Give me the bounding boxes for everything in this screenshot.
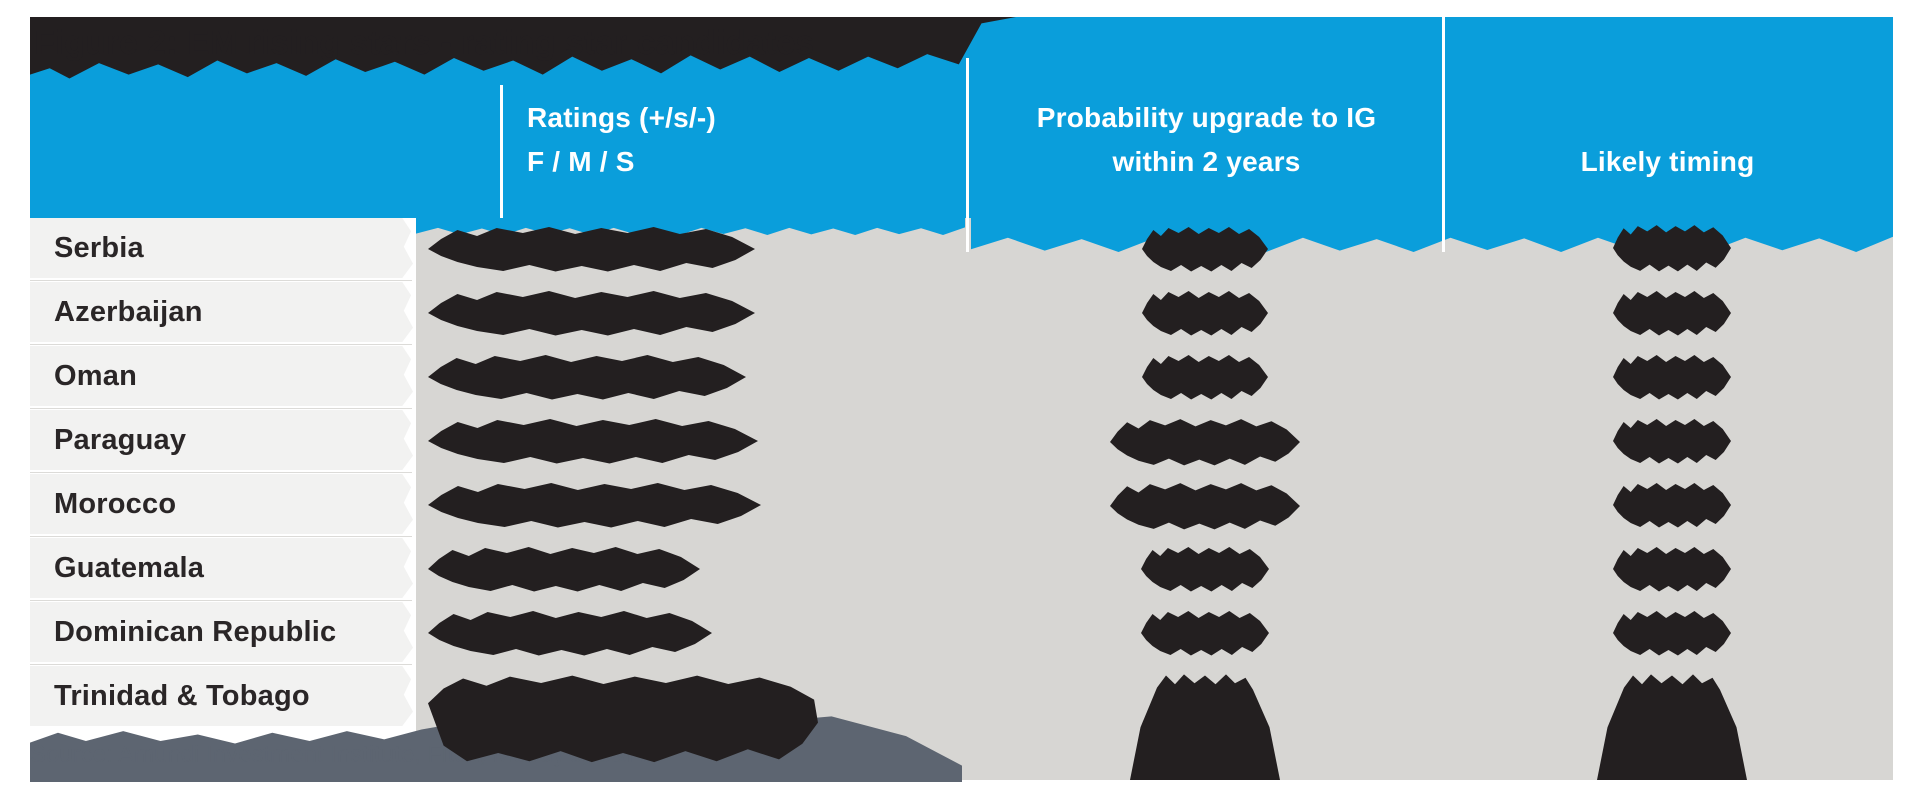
table-row-country: Guatemala <box>30 538 413 598</box>
divider-col1-col2 <box>500 85 503 218</box>
table-row-country: Azerbaijan <box>30 282 413 342</box>
ratings-header-line1: Ratings (+/s/-) <box>527 102 716 133</box>
column-header-timing: Likely timing <box>1580 146 1755 177</box>
timing-cell-melted: 2025 <box>1613 483 1731 528</box>
timing-cell-melted: 2024 <box>1613 291 1731 336</box>
probability-cell-melted: HIGH <box>1142 291 1268 336</box>
table-row-country: Morocco <box>30 474 413 534</box>
table-row-country: Trinidad & Tobago <box>30 666 413 726</box>
row-separator <box>30 408 412 409</box>
ratings-cell-melted: BB+ (s) / Ba1 (s) / BB+ (s) <box>428 419 758 464</box>
timing-cell-melted: 2024 <box>1613 225 1731 272</box>
table-row-country: Dominican Republic <box>30 602 413 662</box>
ratings-cell-melted: BB+ (+) / Ba1 (+) / BB+ (s) <box>428 291 755 336</box>
ratings-cell-melted: BB+ (s) / Ba2 (s) / BBB- (s) <box>428 675 818 763</box>
ratings-header-line2: F / M / S <box>527 146 635 177</box>
probability-cell-melted: LOW <box>1141 547 1269 592</box>
probability-cell-melted: MEDIUM <box>1110 419 1300 466</box>
timing-cell-melted: 2026 <box>1613 611 1731 656</box>
divider-col2-col3 <box>966 58 969 252</box>
probability-cell-melted: HIGH <box>1142 227 1268 272</box>
probability-header-line2: within 2 years <box>1112 146 1301 177</box>
probability-cell-melted: LOW <box>1141 611 1269 656</box>
ratings-cell-melted: BB (s) / Ba1 (s) / BB (s) <box>428 547 700 592</box>
row-separator <box>30 664 412 665</box>
probability-header-line1: Probability upgrade to IG <box>1036 102 1377 133</box>
probability-cell-melted: HIGH <box>1142 355 1268 400</box>
timing-cell-melted: 2025 <box>1613 419 1731 464</box>
row-separator <box>30 472 412 473</box>
timing-cell-melted: 2025 <box>1613 547 1731 592</box>
probability-cell-melted: MEDIUM <box>1110 483 1300 530</box>
ratings-cell-melted: BB+ (s) / Ba1 (s) / BB+ (s) <box>428 483 761 528</box>
column-header-probability: Probability upgrade to IG within 2 years <box>971 96 1442 184</box>
table-row-country: Oman <box>30 346 413 406</box>
ratings-cell-melted: BB- (+) / Ba3 (+) / BB (s) <box>428 611 712 656</box>
row-separator <box>30 344 412 345</box>
table-row-country: Paraguay <box>30 410 413 470</box>
ratings-cell-melted: BB+ (+) / Ba2 (+) / BB+ (+) <box>428 227 755 272</box>
column-header-ratings: Ratings (+/s/-) F / M / S <box>527 96 947 184</box>
figure-title-melted: Figure 2: EM rising stars - rating star … <box>30 17 1016 79</box>
table-row-country: Serbia <box>30 218 413 278</box>
row-separator <box>30 280 412 281</box>
row-separator <box>30 536 412 537</box>
divider-col3-col4 <box>1442 17 1445 252</box>
ratings-cell-melted: BB+ (+) / Ba1 (+) / BB+ (+) <box>428 355 746 400</box>
timing-cell-melted: 2024 <box>1613 355 1731 400</box>
row-separator <box>30 600 412 601</box>
